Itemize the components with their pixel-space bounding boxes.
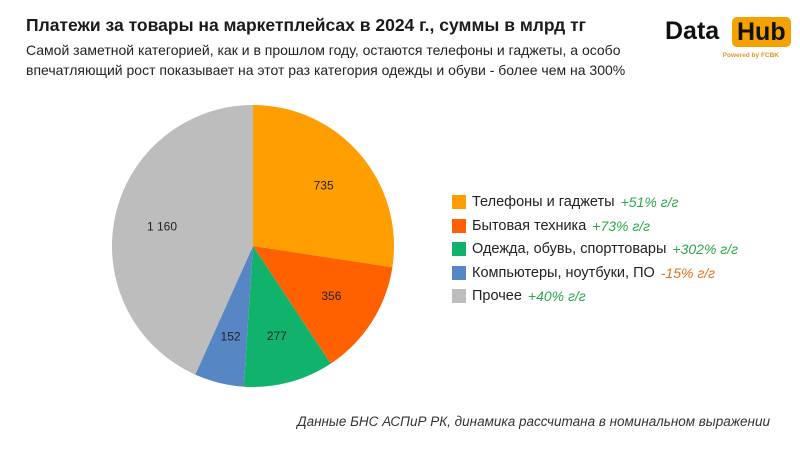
legend-item-4: Прочее +40% г/г xyxy=(452,286,586,306)
legend-swatch xyxy=(452,265,466,280)
legend-label: Телефоны и гаджеты xyxy=(472,194,615,210)
logo-word-data: Data xyxy=(665,17,720,45)
logo-word-hub: Hub xyxy=(732,17,791,47)
slice-value-label-2: 277 xyxy=(267,329,287,343)
legend-item-3: Компьютеры, ноутбуки, ПО -15% г/г xyxy=(452,263,715,283)
chart-subtitle: Самой заметной категорией, как и в прошл… xyxy=(26,42,626,78)
pie-slice-4 xyxy=(112,105,254,375)
chart-title: Платежи за товары на маркетплейсах в 202… xyxy=(26,15,586,35)
pie-slice-2 xyxy=(243,246,331,387)
legend-growth: +73% г/г xyxy=(592,217,651,234)
legend-item-2: Одежда, обувь, спорттовары +302% г/г xyxy=(452,239,738,259)
legend-growth: +40% г/г xyxy=(527,288,586,304)
pie-slice-3 xyxy=(195,246,253,387)
legend-swatch xyxy=(452,195,466,209)
pie-slice-0 xyxy=(253,105,394,268)
slice-value-label-1: 356 xyxy=(321,289,341,303)
datahub-logo: Data Hub Powered by FCBK xyxy=(665,17,791,63)
legend-label: Прочее xyxy=(472,288,522,304)
legend-growth: +51% г/г xyxy=(620,194,679,210)
slice-value-label-4: 1 160 xyxy=(147,220,177,234)
logo-powered-by: Powered by FCBK xyxy=(722,52,779,59)
legend-growth: -15% г/г xyxy=(660,264,716,281)
source-footnote: Данные БНС АСПиР РК, динамика рассчитана… xyxy=(297,414,770,429)
legend-label: Бытовая техника xyxy=(472,217,587,234)
legend-swatch xyxy=(452,289,466,303)
slice-value-label-3: 152 xyxy=(221,329,241,343)
legend-growth: +302% г/г xyxy=(672,241,738,257)
legend-label: Компьютеры, ноутбуки, ПО xyxy=(472,264,655,281)
legend-label: Одежда, обувь, спорттовары xyxy=(472,241,667,257)
pie-slice-1 xyxy=(253,246,393,364)
slice-value-label-0: 735 xyxy=(314,178,334,192)
legend-item-0: Телефоны и гаджеты +51% г/г xyxy=(452,192,678,212)
legend-swatch xyxy=(452,242,466,256)
legend-swatch xyxy=(452,218,466,233)
legend-item-1: Бытовая техника +73% г/г xyxy=(452,216,650,236)
